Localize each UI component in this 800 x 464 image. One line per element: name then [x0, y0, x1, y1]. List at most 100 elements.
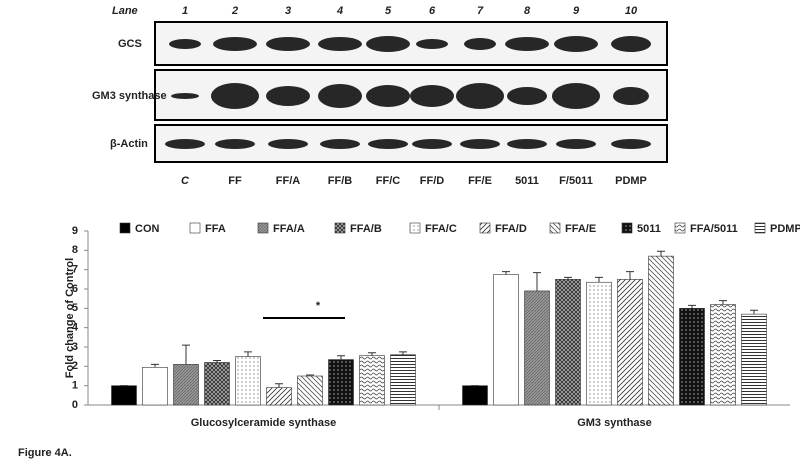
band — [268, 139, 308, 149]
condition-label: F/5011 — [559, 175, 593, 187]
y-tick-label: 1 — [72, 380, 78, 392]
error-bar — [719, 300, 727, 305]
condition-label: PDMP — [615, 175, 647, 187]
caption: Figure 4A. — [18, 447, 72, 459]
lane-number: 6 — [429, 5, 436, 17]
legend-swatch — [479, 222, 491, 234]
band — [556, 139, 596, 149]
error-bar — [533, 272, 541, 291]
condition-label: FF/C — [376, 175, 400, 187]
y-tick-label: 8 — [72, 244, 78, 256]
error-bar — [688, 304, 696, 309]
legend-swatch — [409, 222, 421, 234]
condition-label: FF/D — [420, 175, 444, 187]
row-label: GCS — [118, 38, 142, 50]
legend-swatch — [621, 222, 633, 234]
legend-label: FFA/E — [565, 223, 596, 235]
band — [410, 85, 454, 107]
y-tick-label: 4 — [72, 322, 79, 334]
legend-swatch — [189, 222, 201, 234]
error-bar — [275, 383, 283, 388]
band — [611, 36, 651, 52]
legend-swatch — [257, 222, 269, 234]
row-label: β-Actin — [110, 138, 148, 150]
lane-label: Lane — [112, 5, 138, 17]
y-tick-label: 5 — [72, 302, 78, 314]
lane-number: 10 — [625, 5, 638, 17]
band — [366, 85, 410, 107]
y-tick-label: 7 — [72, 264, 78, 276]
bar-chart: Fold change of Control Figure 4A. 0 1 2 3 4 5… — [18, 222, 800, 459]
band — [613, 87, 649, 105]
bar — [710, 304, 736, 406]
bar — [617, 279, 643, 406]
band — [318, 84, 362, 108]
lane-number: 2 — [231, 5, 238, 17]
western-blot: Lane GCS GM3 synthase β-Actin 1 C 2 FF 3 FF/A… — [92, 5, 668, 187]
band — [266, 86, 310, 106]
legend-swatch — [754, 222, 766, 234]
band — [505, 37, 549, 51]
y-tick-label: 0 — [72, 399, 78, 411]
error-bar — [337, 355, 345, 360]
lane-number: 4 — [336, 5, 343, 17]
bar — [142, 366, 168, 406]
lane-number: 8 — [524, 5, 531, 17]
band — [165, 139, 205, 149]
legend-swatch — [334, 222, 346, 234]
legend-label: FFA/C — [425, 223, 457, 235]
error-bar — [626, 271, 634, 280]
condition-label: 5011 — [515, 175, 539, 187]
band — [266, 37, 310, 51]
legend-label: FFA/A — [273, 223, 305, 235]
error-bar — [564, 276, 572, 280]
error-bar — [595, 276, 603, 283]
error-bar — [244, 351, 252, 357]
band — [507, 87, 547, 105]
band — [171, 93, 199, 99]
bar — [266, 387, 292, 406]
error-bar — [399, 351, 407, 355]
band — [460, 139, 500, 149]
error-bar — [151, 363, 159, 368]
legend-swatch — [674, 222, 686, 234]
bar — [586, 281, 612, 406]
bar — [741, 313, 767, 406]
band — [320, 139, 360, 149]
error-bar — [182, 344, 190, 365]
legend-swatch — [549, 222, 561, 234]
legend-label: FFA — [205, 223, 226, 235]
condition-label: FF/A — [276, 175, 300, 187]
band — [464, 38, 496, 50]
bar — [297, 375, 323, 406]
condition-label: FF/E — [468, 175, 492, 187]
error-bar — [306, 374, 314, 376]
bar — [462, 385, 488, 406]
error-bar — [213, 360, 221, 363]
bar — [555, 279, 581, 406]
band — [456, 83, 504, 109]
legend-label: FFA/D — [495, 223, 527, 235]
legend-label: FFA/5011 — [690, 223, 738, 235]
legend-label: FFA/B — [350, 223, 382, 235]
legend-label: CON — [135, 223, 160, 235]
annotation: * — [316, 300, 321, 312]
bar — [679, 308, 705, 406]
band — [416, 39, 448, 49]
lane-number: 9 — [573, 5, 580, 17]
condition-label: FF/B — [328, 175, 352, 187]
band — [169, 39, 201, 49]
bar — [359, 355, 385, 406]
band — [318, 37, 362, 51]
y-tick-label: 6 — [72, 283, 78, 295]
y-tick-label: 2 — [72, 360, 78, 372]
condition-label: C — [181, 175, 190, 187]
row-label: GM3 synthase — [92, 90, 167, 102]
bar — [524, 290, 550, 406]
legend-label: 5011 — [637, 223, 661, 235]
band — [215, 139, 255, 149]
y-tick-label: 9 — [72, 225, 78, 237]
error-bar — [368, 352, 376, 356]
condition-label: FF — [228, 175, 242, 187]
lane-number: 1 — [182, 5, 188, 17]
